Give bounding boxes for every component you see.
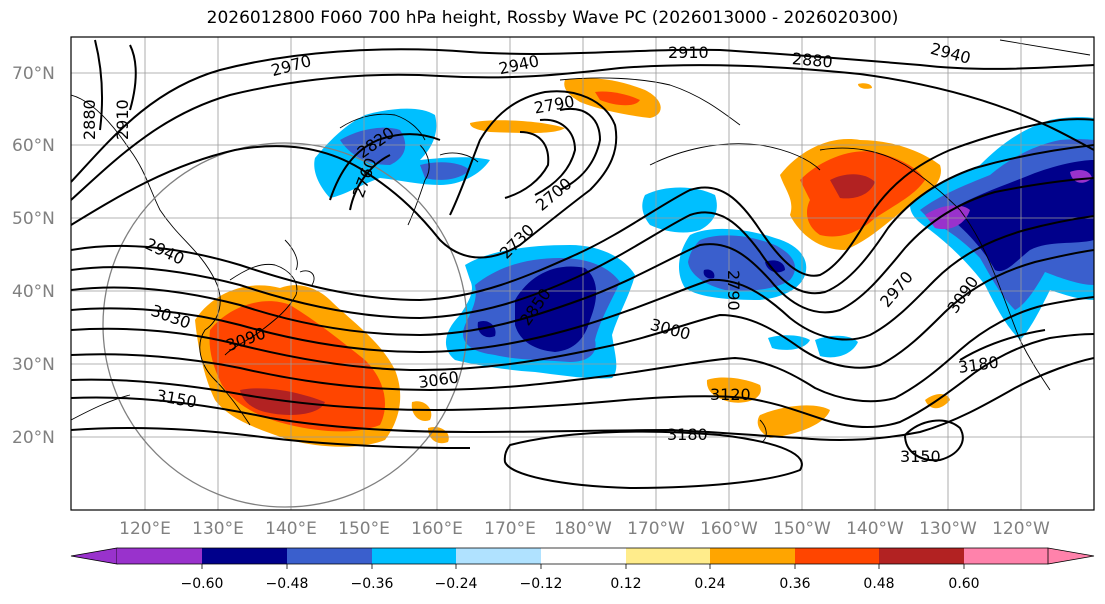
colorbar-tick-label: 0.60 — [948, 576, 979, 592]
colorbar-tick-label: −0.24 — [435, 576, 478, 592]
lon-label: 160°W — [700, 519, 758, 539]
lon-label: 130°W — [919, 519, 977, 539]
colorbar-tick-label: −0.60 — [181, 576, 224, 592]
contour-label: 2880 — [791, 49, 833, 71]
colorbar-segment — [1047, 547, 1095, 565]
colorbar-tick-label: −0.36 — [351, 576, 394, 592]
colorbar-segment — [964, 548, 1048, 564]
colorbar-segment — [117, 548, 202, 564]
colorbar-tick-label: 0.48 — [863, 576, 894, 592]
latitude-labels: 70°N 60°N 50°N 40°N 30°N 20°N — [12, 64, 55, 448]
contour-label: 2880 — [80, 99, 99, 140]
contour-label: 2910 — [668, 43, 709, 62]
lon-label: 130°E — [192, 519, 244, 539]
map-title: 2026012800 F060 700 hPa height, Rossby W… — [206, 8, 899, 28]
range-circle — [102, 142, 468, 508]
lon-label: 120°W — [992, 519, 1050, 539]
lon-label: 170°W — [627, 519, 685, 539]
colorbar: −0.60 −0.48 −0.36 −0.24 −0.12 0.12 0.24 … — [70, 547, 1095, 592]
lon-label: 120°E — [119, 519, 171, 539]
colorbar-segment — [710, 548, 795, 564]
coastlines — [71, 39, 1091, 443]
lon-label: 140°W — [846, 519, 904, 539]
colorbar-segment — [70, 547, 118, 565]
colorbar-tick-label: 0.12 — [610, 576, 641, 592]
map-plot-area: 2970 2940 2910 2880 2940 2880 2910 2820 … — [71, 37, 1094, 510]
colorbar-segment — [456, 548, 541, 564]
contour-label: 3180 — [667, 425, 708, 444]
colorbar-segment — [202, 548, 287, 564]
lon-label: 180°W — [554, 519, 612, 539]
lon-label: 150°E — [338, 519, 390, 539]
lat-label: 40°N — [12, 282, 55, 302]
contour-label: 3150 — [900, 447, 941, 466]
lon-label: 150°W — [773, 519, 831, 539]
colorbar-tick-label: 0.24 — [694, 576, 725, 592]
lat-label: 20°N — [12, 428, 55, 448]
lon-label: 160°E — [411, 519, 463, 539]
contour-label: 2910 — [113, 99, 132, 140]
lat-label: 30°N — [12, 355, 55, 375]
colorbar-tick-label: −0.48 — [266, 576, 309, 592]
colorbar-tick-label: 0.36 — [779, 576, 810, 592]
colorbar-tick-label: −0.12 — [520, 576, 563, 592]
colorbar-segment — [879, 548, 964, 564]
colorbar-segment — [541, 548, 626, 564]
colorbar-segment — [795, 548, 879, 564]
colorbar-segment — [287, 548, 372, 564]
plot-frame — [70, 36, 1095, 511]
contour-labels: 2970 2940 2910 2880 2940 2880 2910 2820 … — [80, 39, 1000, 466]
lat-label: 60°N — [12, 136, 55, 156]
lon-label: 170°E — [484, 519, 536, 539]
lon-label: 140°E — [265, 519, 317, 539]
lat-label: 70°N — [12, 64, 55, 84]
height-contours — [71, 39, 1094, 490]
colorbar-segment — [372, 548, 456, 564]
colorbar-segment — [626, 548, 710, 564]
contour-label: 3120 — [710, 385, 751, 404]
lat-label: 50°N — [12, 209, 55, 229]
contour-label: 2790 — [724, 270, 743, 311]
longitude-labels: 120°E 130°E 140°E 150°E 160°E 170°E 180°… — [119, 519, 1050, 539]
